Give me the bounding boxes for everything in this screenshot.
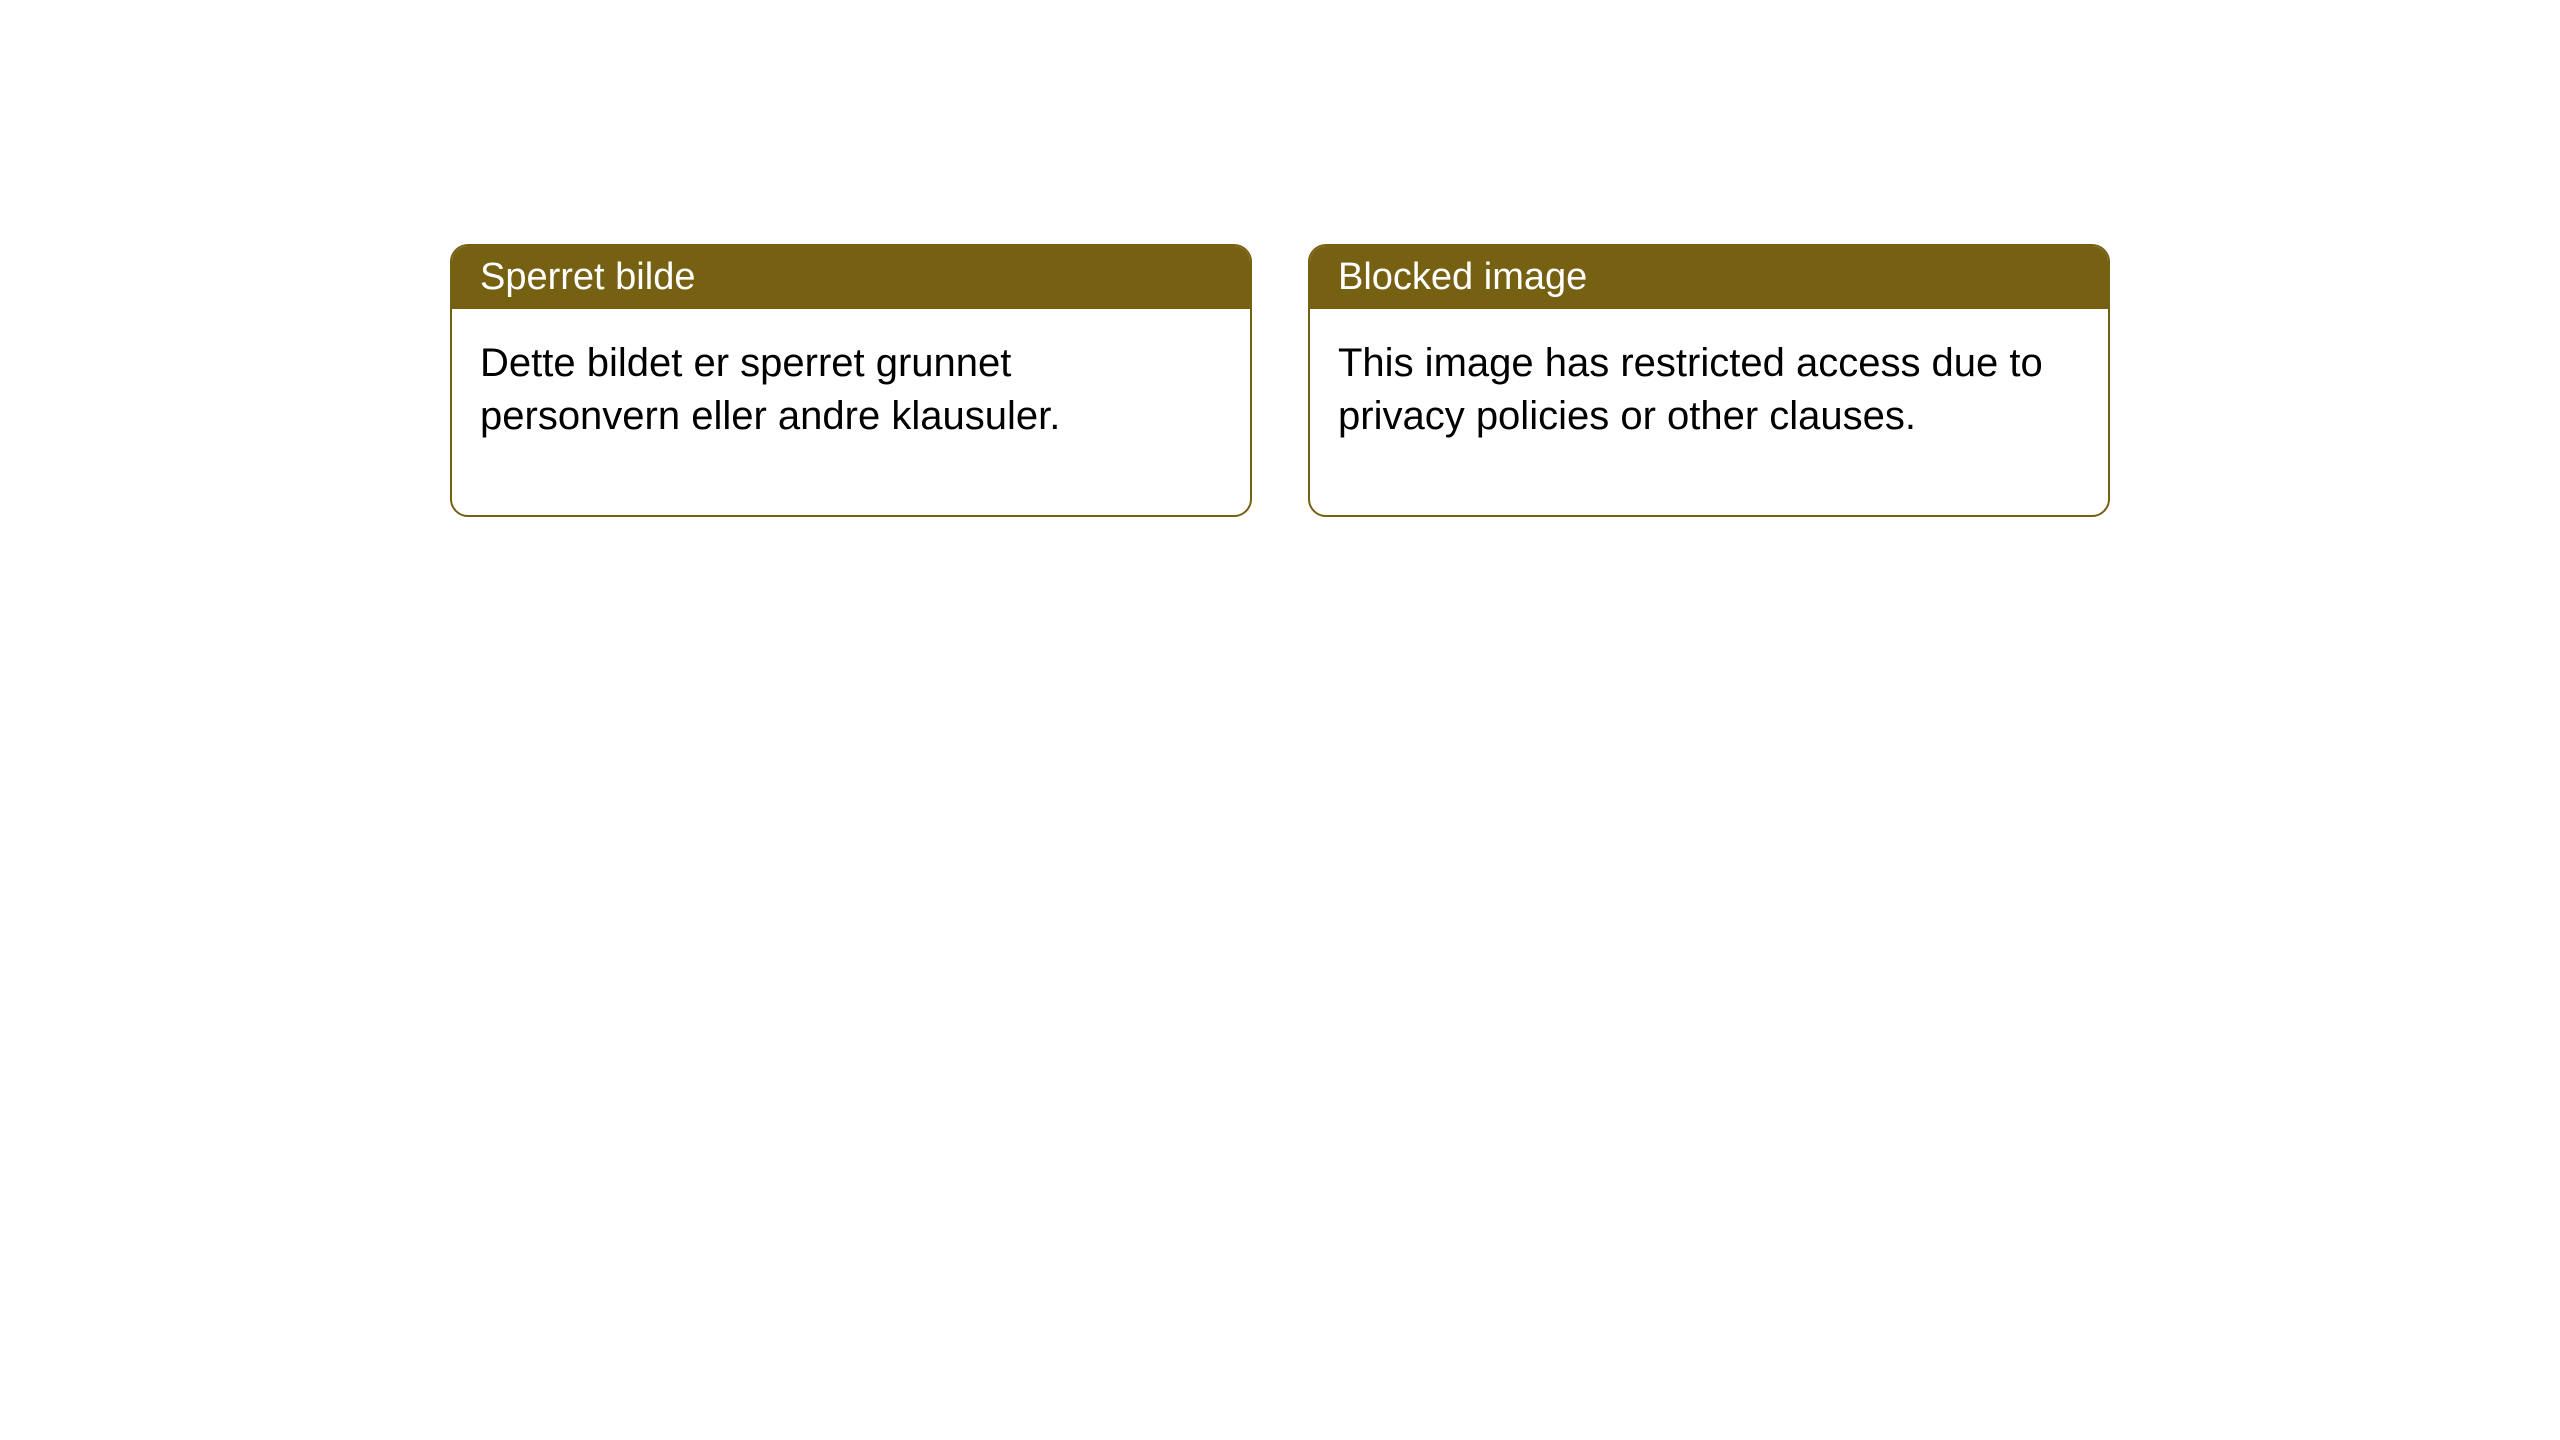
card-title: Sperret bilde (480, 256, 695, 298)
notice-card-norwegian: Sperret bilde Dette bildet er sperret gr… (450, 244, 1252, 517)
card-body: Dette bildet er sperret grunnet personve… (452, 309, 1250, 515)
notice-card-english: Blocked image This image has restricted … (1308, 244, 2110, 517)
card-body-text: Dette bildet er sperret grunnet personve… (480, 341, 1060, 438)
card-body-text: This image has restricted access due to … (1338, 341, 2043, 438)
card-header: Blocked image (1310, 246, 2108, 309)
notice-card-container: Sperret bilde Dette bildet er sperret gr… (0, 0, 2560, 517)
card-body: This image has restricted access due to … (1310, 309, 2108, 515)
card-title: Blocked image (1338, 256, 1587, 298)
card-header: Sperret bilde (452, 246, 1250, 309)
